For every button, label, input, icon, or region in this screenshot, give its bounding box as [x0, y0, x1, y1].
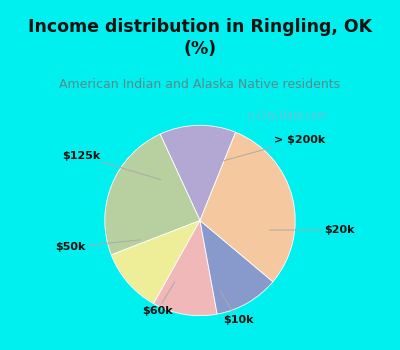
Text: American Indian and Alaska Native residents: American Indian and Alaska Native reside…: [60, 78, 340, 91]
Wedge shape: [200, 132, 295, 282]
Wedge shape: [111, 220, 200, 303]
Text: $10k: $10k: [220, 292, 253, 326]
Wedge shape: [160, 125, 236, 220]
Wedge shape: [154, 220, 217, 316]
Text: $60k: $60k: [142, 282, 175, 316]
Text: > $200k: > $200k: [224, 135, 326, 161]
Text: $125k: $125k: [62, 151, 161, 180]
Text: $50k: $50k: [55, 240, 140, 252]
Text: $20k: $20k: [270, 225, 354, 235]
Text: Income distribution in Ringling, OK
(%): Income distribution in Ringling, OK (%): [28, 18, 372, 58]
Wedge shape: [200, 220, 273, 314]
Text: ⓘ City-Data.com: ⓘ City-Data.com: [248, 111, 326, 121]
Wedge shape: [105, 134, 200, 255]
